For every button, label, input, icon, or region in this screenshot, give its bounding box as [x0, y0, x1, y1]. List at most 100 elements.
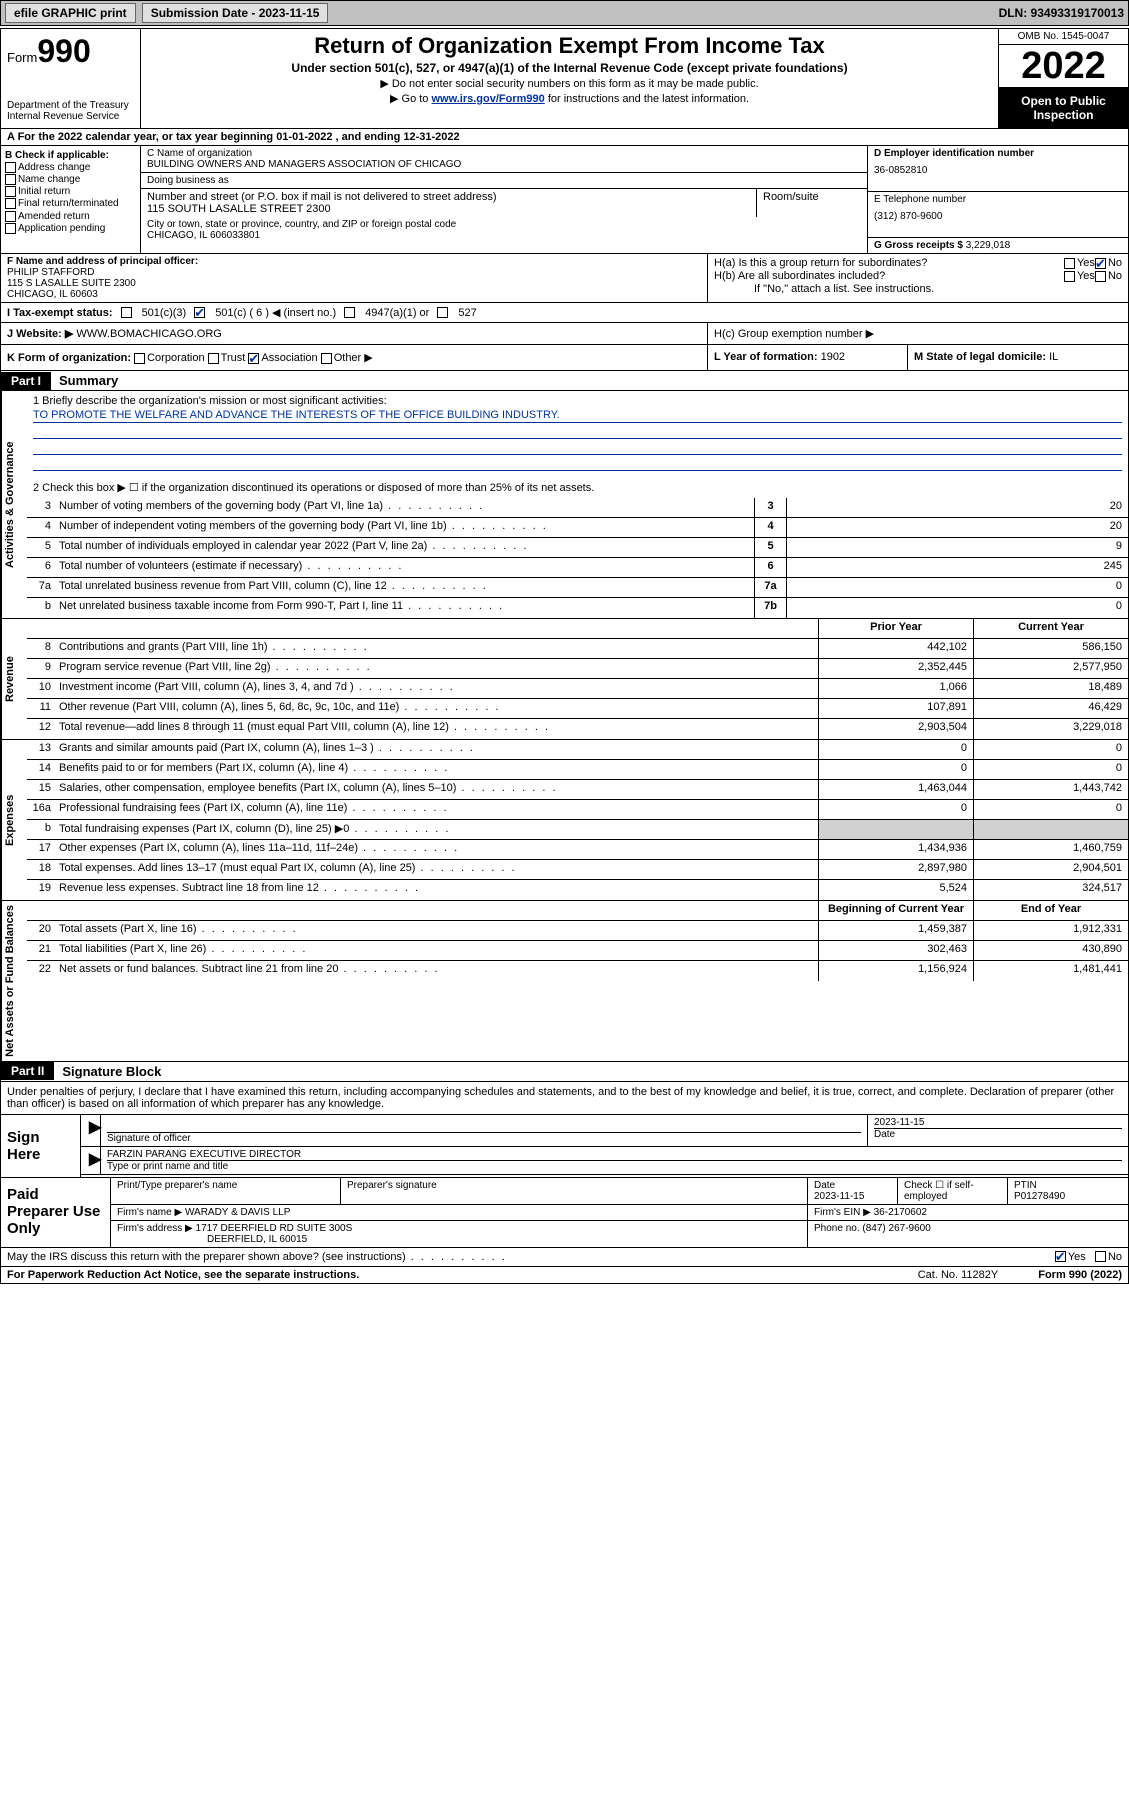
data-row: 16aProfessional fundraising fees (Part I… — [27, 800, 1128, 820]
hb-note: If "No," attach a list. See instructions… — [714, 283, 1122, 295]
cat-number: Cat. No. 11282Y — [918, 1269, 999, 1281]
data-row: 13Grants and similar amounts paid (Part … — [27, 740, 1128, 760]
website-label: J Website: ▶ — [7, 328, 73, 340]
col-h-group: H(a) Is this a group return for subordin… — [708, 254, 1128, 302]
sign-here-row: Sign Here ▶ Signature of officer 2023-11… — [1, 1115, 1128, 1178]
form-title: Return of Organization Exempt From Incom… — [149, 33, 990, 59]
data-row: 21Total liabilities (Part X, line 26)302… — [27, 941, 1128, 961]
signature-declaration: Under penalties of perjury, I declare th… — [1, 1082, 1128, 1115]
gov-row: 7aTotal unrelated business revenue from … — [27, 578, 1128, 598]
row-i-tax-status: I Tax-exempt status: 501(c)(3) 501(c) ( … — [1, 303, 1128, 323]
cb-527[interactable] — [437, 307, 448, 318]
row-j-website: J Website: ▶ WWW.BOMACHICAGO.ORG H(c) Gr… — [1, 323, 1128, 345]
col-f-officer: F Name and address of principal officer:… — [1, 254, 708, 302]
section-expenses: Expenses 13Grants and similar amounts pa… — [1, 740, 1128, 901]
dba-label: Doing business as — [147, 175, 861, 186]
gross-label: G Gross receipts $ — [874, 240, 963, 251]
firm-name: WARADY & DAVIS LLP — [185, 1207, 290, 1218]
cb-501c3[interactable] — [121, 307, 132, 318]
form-header: Form990 Department of the Treasury Inter… — [1, 29, 1128, 129]
data-row: 10Investment income (Part VIII, column (… — [27, 679, 1128, 699]
hc-label: H(c) Group exemption number ▶ — [714, 328, 874, 340]
part2-badge: Part II — [1, 1062, 54, 1080]
col-d-ein: D Employer identification number 36-0852… — [868, 146, 1128, 253]
data-row: 11Other revenue (Part VIII, column (A), … — [27, 699, 1128, 719]
cb-corp[interactable] — [134, 353, 145, 364]
data-row: 14Benefits paid to or for members (Part … — [27, 760, 1128, 780]
mission-blank-2 — [33, 441, 1122, 455]
hb-label: H(b) Are all subordinates included? — [714, 270, 1064, 282]
submission-date-button[interactable]: Submission Date - 2023-11-15 — [142, 3, 329, 23]
data-row: 17Other expenses (Part IX, column (A), l… — [27, 840, 1128, 860]
row-a-text: A For the 2022 calendar year, or tax yea… — [7, 131, 460, 143]
ha-yes[interactable] — [1064, 258, 1075, 269]
preparer-check: Check ☐ if self-employed — [904, 1180, 974, 1202]
col-current-year: Current Year — [973, 619, 1128, 638]
open-inspection: Open to Public Inspection — [999, 88, 1128, 128]
col-beginning-year: Beginning of Current Year — [818, 901, 973, 920]
firm-addr2: DEERFIELD, IL 60015 — [117, 1234, 307, 1245]
officer-addr2: CHICAGO, IL 60603 — [7, 289, 98, 300]
discuss-yes[interactable] — [1055, 1251, 1066, 1262]
cb-amended-return[interactable]: Amended return — [5, 211, 136, 222]
cb-trust[interactable] — [208, 353, 219, 364]
vtab-net-assets: Net Assets or Fund Balances — [1, 901, 27, 1061]
hb-yes[interactable] — [1064, 271, 1075, 282]
cb-final-return[interactable]: Final return/terminated — [5, 198, 136, 209]
cb-initial-return[interactable]: Initial return — [5, 186, 136, 197]
paid-preparer-row: Paid Preparer Use Only Print/Type prepar… — [1, 1178, 1128, 1248]
irs-link[interactable]: www.irs.gov/Form990 — [431, 93, 544, 105]
year-formation: 1902 — [821, 351, 845, 363]
city-label: City or town, state or province, country… — [147, 219, 861, 230]
section-net-assets: Net Assets or Fund Balances Beginning of… — [1, 901, 1128, 1062]
vtab-revenue: Revenue — [1, 619, 27, 739]
data-row: 20Total assets (Part X, line 16)1,459,38… — [27, 921, 1128, 941]
dept-label: Department of the Treasury Internal Reve… — [7, 100, 134, 122]
firm-phone: (847) 267-9600 — [862, 1223, 930, 1234]
col-end-year: End of Year — [973, 901, 1128, 920]
gov-row: 6Total number of volunteers (estimate if… — [27, 558, 1128, 578]
ha-no[interactable] — [1095, 258, 1106, 269]
officer-label: F Name and address of principal officer: — [7, 256, 198, 267]
opt-501c3: 501(c)(3) — [142, 307, 187, 319]
data-row: 19Revenue less expenses. Subtract line 1… — [27, 880, 1128, 900]
sig-name-label: Type or print name and title — [107, 1161, 228, 1172]
cb-assoc[interactable] — [248, 353, 259, 364]
form-number: 990 — [37, 33, 90, 69]
form-990-document: Form990 Department of the Treasury Inter… — [0, 28, 1129, 1284]
data-row: 12Total revenue—add lines 8 through 11 (… — [27, 719, 1128, 739]
cb-name-change[interactable]: Name change — [5, 174, 136, 185]
row-fh: F Name and address of principal officer:… — [1, 254, 1128, 303]
form-subtitle-2: ▶ Do not enter social security numbers o… — [149, 77, 990, 90]
opt-assoc: Association — [261, 352, 317, 364]
mission-blank-1 — [33, 425, 1122, 439]
sig-date: 2023-11-15 — [874, 1117, 1122, 1129]
revenue-header-row: Prior Year Current Year — [27, 619, 1128, 639]
efile-button[interactable]: efile GRAPHIC print — [5, 3, 136, 23]
form-reference: Form 990 (2022) — [1038, 1269, 1122, 1281]
year-formation-label: L Year of formation: — [714, 351, 818, 363]
opt-trust: Trust — [221, 352, 246, 364]
gov-row: 5Total number of individuals employed in… — [27, 538, 1128, 558]
cb-address-change[interactable]: Address change — [5, 162, 136, 173]
cb-4947[interactable] — [344, 307, 355, 318]
data-row: 18Total expenses. Add lines 13–17 (must … — [27, 860, 1128, 880]
gov-row: 3Number of voting members of the governi… — [27, 498, 1128, 518]
cb-other[interactable] — [321, 353, 332, 364]
part2-header: Part II Signature Block — [1, 1062, 1128, 1082]
vtab-expenses: Expenses — [1, 740, 27, 900]
hb-no[interactable] — [1095, 271, 1106, 282]
cb-501c[interactable] — [194, 307, 205, 318]
officer-name: PHILIP STAFFORD — [7, 267, 94, 278]
opt-corp: Corporation — [147, 352, 204, 364]
discuss-no[interactable] — [1095, 1251, 1106, 1262]
col-b-title: B Check if applicable: — [5, 150, 109, 161]
form-org-label: K Form of organization: — [7, 352, 131, 364]
cb-application-pending[interactable]: Application pending — [5, 223, 136, 234]
data-row: 15Salaries, other compensation, employee… — [27, 780, 1128, 800]
section-revenue: Revenue Prior Year Current Year 8Contrib… — [1, 619, 1128, 740]
discuss-text: May the IRS discuss this return with the… — [7, 1251, 507, 1263]
form-prefix: Form — [7, 50, 37, 65]
org-name: BUILDING OWNERS AND MANAGERS ASSOCIATION… — [147, 159, 861, 170]
preparer-sig-label: Preparer's signature — [347, 1180, 437, 1191]
